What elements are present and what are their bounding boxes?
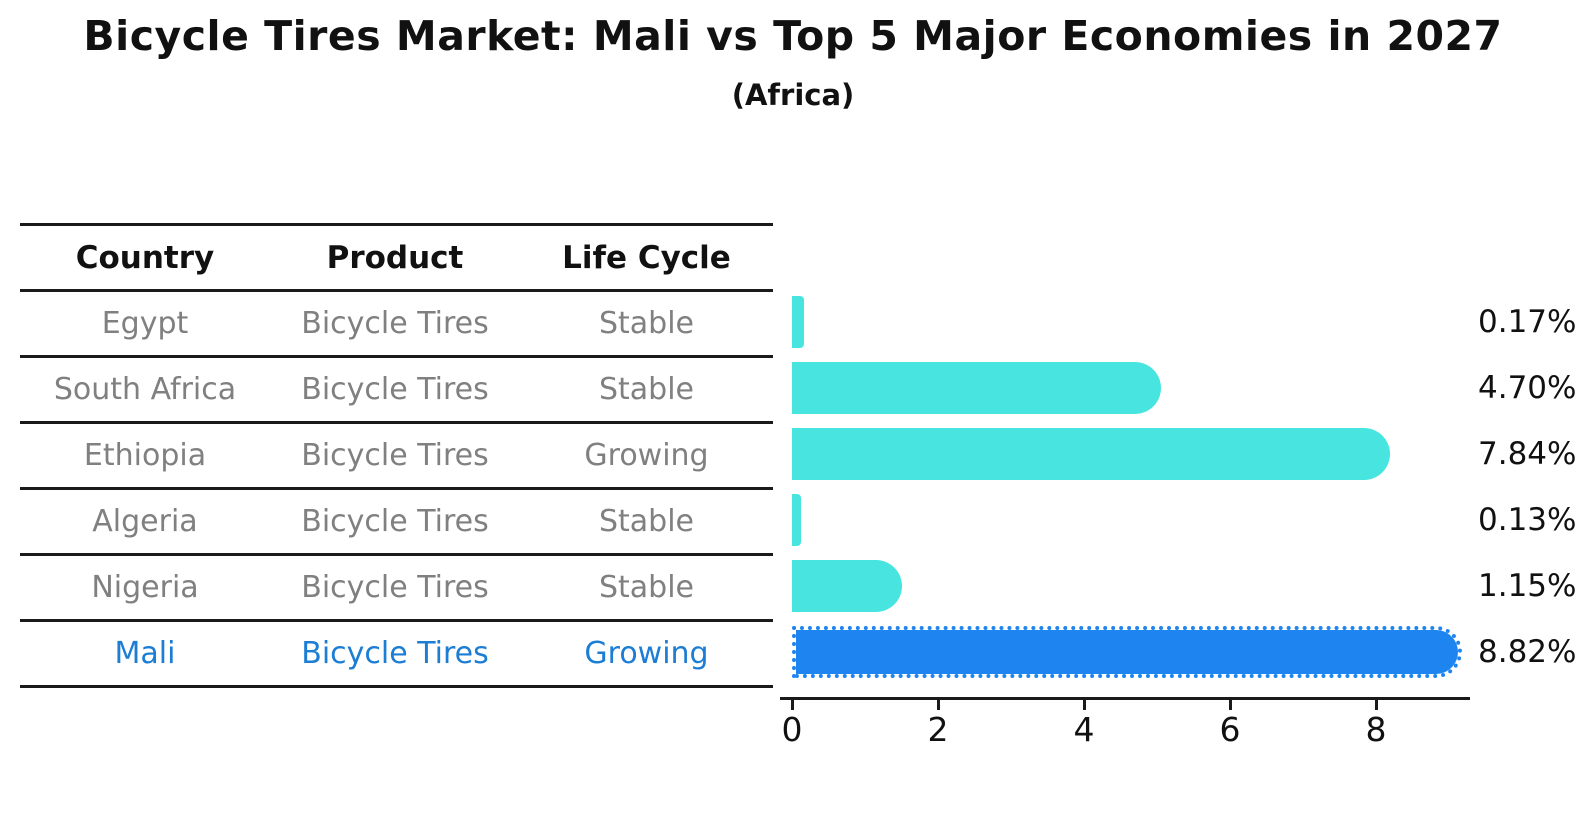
bar-ethiopia [792,428,1390,480]
cell-country: Ethiopia [83,438,207,473]
cell-product: Bicycle Tires [301,504,489,539]
cell-country: Algeria [92,504,198,539]
cell-life-cycle: Stable [598,504,695,539]
bar-value-label: 0.13% [1478,502,1577,538]
x-axis-tick-label: 2 [927,710,949,749]
table-row-mali: Mali Bicycle Tires Growing [20,619,773,685]
bar-value-label: 1.15% [1478,568,1577,604]
cell-product: Bicycle Tires [301,570,489,605]
x-axis-tick-label: 8 [1365,710,1387,749]
bar-nigeria [792,560,902,612]
cell-country: South Africa [53,372,237,407]
column-header-life-cycle: Life Cycle [562,239,731,276]
column-header-country: Country [75,239,215,276]
table-row-algeria: Algeria Bicycle Tires Stable [20,487,773,553]
cell-country: Egypt [101,306,189,341]
x-axis-tick [1229,697,1232,710]
table-row-south-africa: South Africa Bicycle Tires Stable [20,355,773,421]
cell-product: Bicycle Tires [301,306,489,341]
bar-value-label: 8.82% [1478,634,1577,670]
x-axis-tick-label: 4 [1073,710,1095,749]
x-axis-tick [1375,697,1378,710]
x-axis-tick-label: 0 [781,710,803,749]
table-row-nigeria: Nigeria Bicycle Tires Stable [20,553,773,619]
x-axis-line [780,697,1470,700]
x-axis-tick [1083,697,1086,710]
bar-value-label: 0.17% [1478,304,1577,340]
x-axis-tick-label: 6 [1219,710,1241,749]
bar-egypt [792,296,804,348]
cell-product: Bicycle Tires [301,372,489,407]
bar-value-label: 4.70% [1478,370,1577,406]
cell-life-cycle: Stable [598,372,695,407]
chart-subtitle: (Africa) [731,78,855,112]
table-row-ethiopia: Ethiopia Bicycle Tires Growing [20,421,773,487]
cell-country: Mali [114,636,176,671]
chart-title: Bicycle Tires Market: Mali vs Top 5 Majo… [83,12,1503,60]
cell-product: Bicycle Tires [301,636,489,671]
table-header-row: Country Product Life Cycle [20,223,773,289]
bar-mali [792,626,1462,678]
cell-life-cycle: Stable [598,570,695,605]
cell-life-cycle: Stable [598,306,695,341]
cell-life-cycle: Growing [584,438,709,473]
bar-value-label: 7.84% [1478,436,1577,472]
cell-product: Bicycle Tires [301,438,489,473]
bar-south-africa [792,362,1161,414]
bar-algeria [792,494,801,546]
cell-country: Nigeria [91,570,199,605]
x-axis-tick [937,697,940,710]
cell-life-cycle: Growing [584,636,709,671]
country-table: Country Product Life Cycle Egypt Bicycle… [20,223,773,688]
column-header-product: Product [326,239,464,276]
table-row-egypt: Egypt Bicycle Tires Stable [20,289,773,355]
x-axis-tick [791,697,794,710]
